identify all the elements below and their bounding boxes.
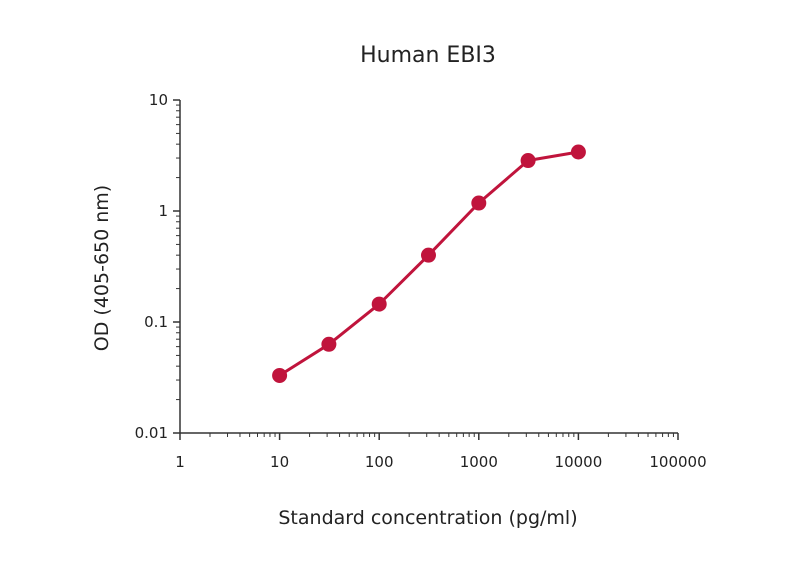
data-point: [570, 144, 586, 160]
x-tick-label: 10: [270, 453, 289, 471]
y-axis-label: OD (405-650 nm): [91, 185, 113, 351]
x-tick-label: 100000: [649, 453, 706, 471]
series-layer: [272, 144, 586, 383]
x-tick-label: 1: [175, 453, 185, 471]
chart-title: Human EBI3: [360, 43, 496, 68]
y-tick-label: 0.01: [135, 424, 168, 442]
data-point: [371, 296, 387, 312]
y-tick-label: 0.1: [144, 313, 168, 331]
x-tick-label: 100: [365, 453, 394, 471]
data-point: [520, 153, 536, 169]
x-tick-label: 1000: [460, 453, 498, 471]
data-point: [321, 336, 337, 352]
data-point: [272, 367, 288, 383]
y-tick-label: 10: [149, 91, 168, 109]
axes: 1 10 100 1000 10000 100000 0.01 0.1 1 10: [135, 91, 707, 471]
data-point: [420, 247, 436, 263]
x-tick-label: 10000: [555, 453, 603, 471]
y-tick-label: 1: [158, 202, 168, 220]
x-axis-label: Standard concentration (pg/ml): [278, 507, 577, 529]
data-point: [471, 195, 487, 211]
